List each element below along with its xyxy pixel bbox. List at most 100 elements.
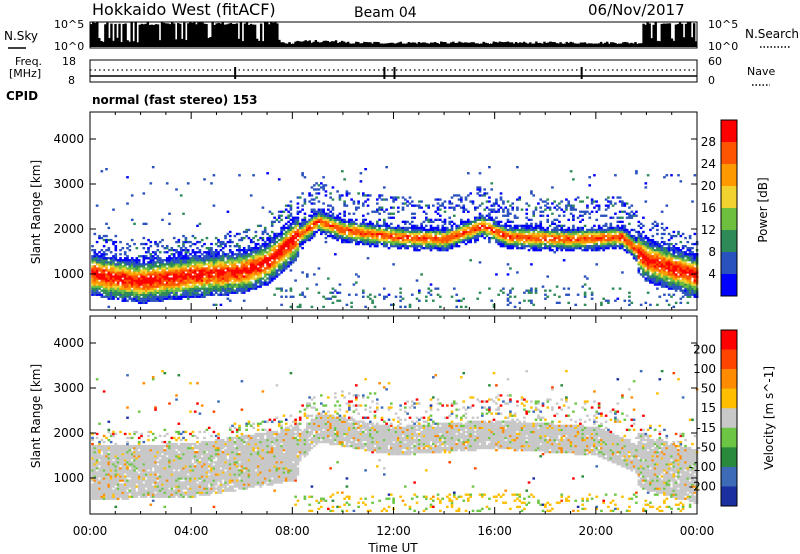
power-cell — [553, 200, 557, 203]
power-cell — [653, 242, 657, 246]
power-cell — [98, 259, 101, 262]
power-cell — [151, 265, 155, 268]
power-cell — [231, 265, 234, 268]
power-cell — [665, 275, 669, 278]
power-cell — [663, 257, 666, 260]
power-cell — [158, 261, 162, 264]
power-cell — [511, 236, 515, 240]
power-cell — [263, 240, 267, 244]
power-cell — [642, 269, 645, 272]
power-cell — [525, 245, 529, 248]
power-cell — [595, 210, 599, 213]
power-cell — [558, 206, 561, 209]
power-cell — [378, 226, 381, 230]
power-cell — [228, 234, 232, 238]
power-cell — [406, 236, 409, 240]
noise-bar — [583, 42, 587, 47]
power-cell — [270, 273, 274, 276]
power-cell — [653, 271, 657, 274]
power-cell — [329, 204, 332, 207]
power-cell — [186, 269, 190, 272]
power-cell — [238, 273, 241, 276]
power-cell — [460, 222, 463, 226]
power-cell — [406, 228, 409, 232]
power-cell — [247, 236, 251, 240]
power-cell — [322, 305, 325, 309]
power-cell — [289, 242, 293, 246]
power-cell — [548, 230, 552, 234]
power-cell — [562, 210, 566, 213]
power-cell — [355, 230, 358, 234]
power-cell — [439, 238, 442, 242]
power-cell — [100, 259, 104, 262]
power-cell — [644, 261, 648, 264]
power-cell — [189, 291, 192, 294]
power-cell — [551, 228, 554, 232]
power-cell — [280, 267, 283, 270]
power-cell — [140, 301, 143, 305]
power-cell — [210, 249, 213, 252]
power-cell — [336, 291, 339, 294]
power-cell — [266, 267, 269, 270]
power-cell — [158, 275, 162, 278]
power-cell — [651, 261, 655, 264]
noise-bar — [571, 42, 574, 47]
power-cell — [196, 287, 199, 290]
power-cell — [483, 232, 487, 236]
power-cell — [263, 279, 267, 282]
power-cell — [303, 238, 307, 242]
power-cell — [140, 269, 143, 272]
power-cell — [261, 271, 265, 274]
power-cell — [667, 265, 671, 268]
power-cell — [642, 238, 645, 242]
power-cell — [439, 236, 442, 240]
power-cell — [137, 265, 141, 268]
power-cell — [625, 230, 629, 234]
power-cell — [604, 198, 608, 201]
power-cell — [520, 230, 524, 234]
power-cell — [203, 257, 206, 260]
noise-bar — [419, 42, 423, 47]
power-cell — [520, 232, 524, 236]
power-cell — [114, 289, 118, 292]
power-cell — [632, 255, 636, 258]
power-cell — [158, 291, 162, 294]
power-cell — [324, 220, 328, 224]
power-cell — [548, 238, 552, 242]
power-cell — [161, 261, 164, 264]
power-cell — [616, 234, 620, 238]
power-cell — [137, 259, 141, 262]
power-cell — [207, 267, 211, 270]
power-cell — [256, 277, 260, 280]
power-cell — [665, 265, 669, 268]
power-cell — [198, 287, 202, 290]
power-cell — [464, 224, 468, 228]
power-cell — [415, 226, 419, 230]
power-cell — [289, 232, 293, 236]
power-cell — [320, 208, 323, 211]
power-cell — [595, 230, 599, 234]
power-cell — [252, 273, 255, 276]
power-cell — [284, 230, 288, 234]
power-cell — [357, 224, 360, 228]
power-cell — [642, 245, 645, 248]
power-cell — [177, 255, 181, 258]
noise-bars — [90, 22, 698, 47]
power-cell — [123, 273, 127, 276]
power-cell — [107, 305, 111, 309]
power-cell — [595, 218, 599, 222]
power-cell — [147, 295, 150, 298]
noise-bar — [454, 42, 457, 47]
power-cell — [214, 261, 218, 264]
power-cell — [525, 208, 529, 211]
power-cell — [506, 208, 510, 211]
power-cell — [133, 222, 136, 226]
power-cell — [544, 236, 547, 240]
power-cell — [651, 265, 655, 268]
noise-bar — [357, 42, 360, 47]
power-cell — [189, 287, 192, 290]
power-cell — [404, 245, 407, 248]
power-cell — [210, 253, 213, 256]
power-cell — [105, 275, 108, 278]
power-cell — [373, 245, 377, 248]
